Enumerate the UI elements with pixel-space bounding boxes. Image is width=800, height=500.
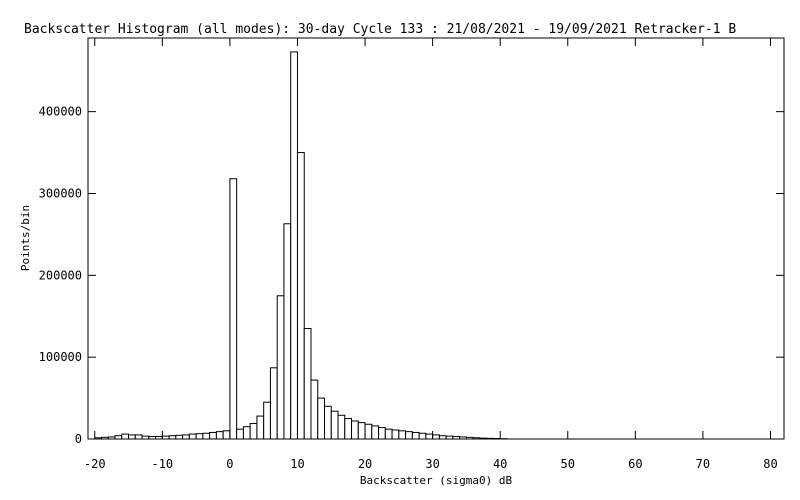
x-tick-label: -20: [84, 457, 106, 471]
x-tick-label: 30: [425, 457, 439, 471]
histogram-bar: [391, 429, 400, 440]
plot-frame: [87, 37, 785, 440]
histogram-bar: [222, 430, 231, 440]
histogram-bar: [317, 397, 326, 440]
histogram-bar: [310, 379, 319, 440]
histogram-bar: [195, 433, 204, 440]
x-tick-label: 0: [226, 457, 233, 471]
histogram-bar: [324, 405, 332, 440]
x-tick-label: -10: [151, 457, 173, 471]
histogram-bar: [263, 401, 271, 440]
histogram-bar: [249, 422, 258, 440]
histogram-bar: [371, 425, 380, 440]
histogram-bar: [384, 428, 393, 440]
histogram-bar: [425, 433, 434, 440]
histogram-bar: [269, 367, 278, 440]
x-tick-label: 40: [493, 457, 507, 471]
y-tick-label: 300000: [39, 186, 82, 200]
histogram-bar: [242, 426, 251, 440]
y-axis: 0 100000 200000 300000 400000: [39, 105, 784, 446]
y-tick-label: 200000: [39, 268, 82, 282]
histogram-bar: [303, 328, 312, 440]
x-tick-label: 80: [763, 457, 777, 471]
histogram-bar: [121, 433, 130, 440]
histogram-bar: [215, 431, 224, 440]
histogram-bar: [236, 428, 244, 440]
histogram-bar: [378, 427, 386, 440]
histogram-bar: [405, 431, 413, 440]
x-tick-label: 20: [358, 457, 372, 471]
histogram-bars: [94, 51, 508, 440]
x-tick-label: 70: [696, 457, 710, 471]
histogram-bar: [175, 434, 184, 440]
histogram-bar: [283, 223, 292, 440]
y-tick-label: 100000: [39, 350, 82, 364]
histogram-bar: [337, 414, 346, 440]
histogram-bar: [351, 420, 359, 440]
histogram-bar: [209, 431, 217, 440]
y-axis-label: Points/bin: [19, 205, 32, 271]
histogram-bar: [296, 152, 305, 440]
histogram-bar: [128, 434, 136, 440]
chart-title: Backscatter Histogram (all modes): 30-da…: [24, 22, 736, 37]
histogram-bar: [344, 418, 353, 440]
x-tick-label: 10: [290, 457, 304, 471]
histogram-bar: [411, 431, 420, 440]
histogram-bar: [290, 51, 298, 440]
x-axis: -20 -10 0 10 20 30 40 50 60 70 80: [84, 38, 778, 471]
histogram-bar: [182, 434, 190, 440]
histogram-bar: [188, 433, 197, 440]
histogram-bar: [357, 422, 366, 440]
y-tick-label: 0: [75, 432, 82, 446]
histogram-bar: [432, 434, 440, 440]
histogram-bar: [418, 432, 427, 440]
histogram-bar: [330, 410, 339, 440]
histogram-bar: [202, 432, 211, 440]
x-axis-label: Backscatter (sigma0) dB: [360, 474, 513, 487]
histogram-bar: [364, 423, 373, 440]
histogram-bar: [276, 295, 285, 440]
histogram-bar: [134, 434, 143, 440]
histogram-bar: [229, 178, 238, 440]
y-tick-label: 400000: [39, 105, 82, 119]
x-tick-label: 50: [561, 457, 575, 471]
histogram-bar: [398, 430, 407, 440]
histogram-bar: [256, 415, 265, 440]
x-tick-label: 60: [628, 457, 642, 471]
